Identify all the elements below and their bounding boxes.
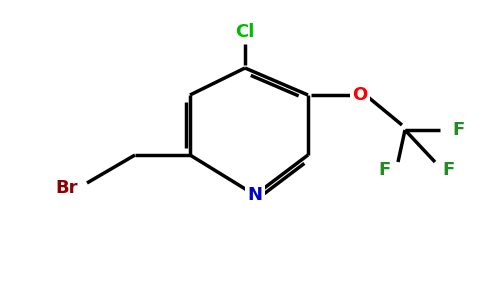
Text: F: F: [442, 161, 454, 179]
Text: Br: Br: [56, 179, 78, 197]
Text: O: O: [352, 86, 368, 104]
Text: F: F: [378, 161, 390, 179]
Text: N: N: [247, 186, 262, 204]
Text: Cl: Cl: [235, 23, 255, 41]
Text: F: F: [452, 121, 464, 139]
